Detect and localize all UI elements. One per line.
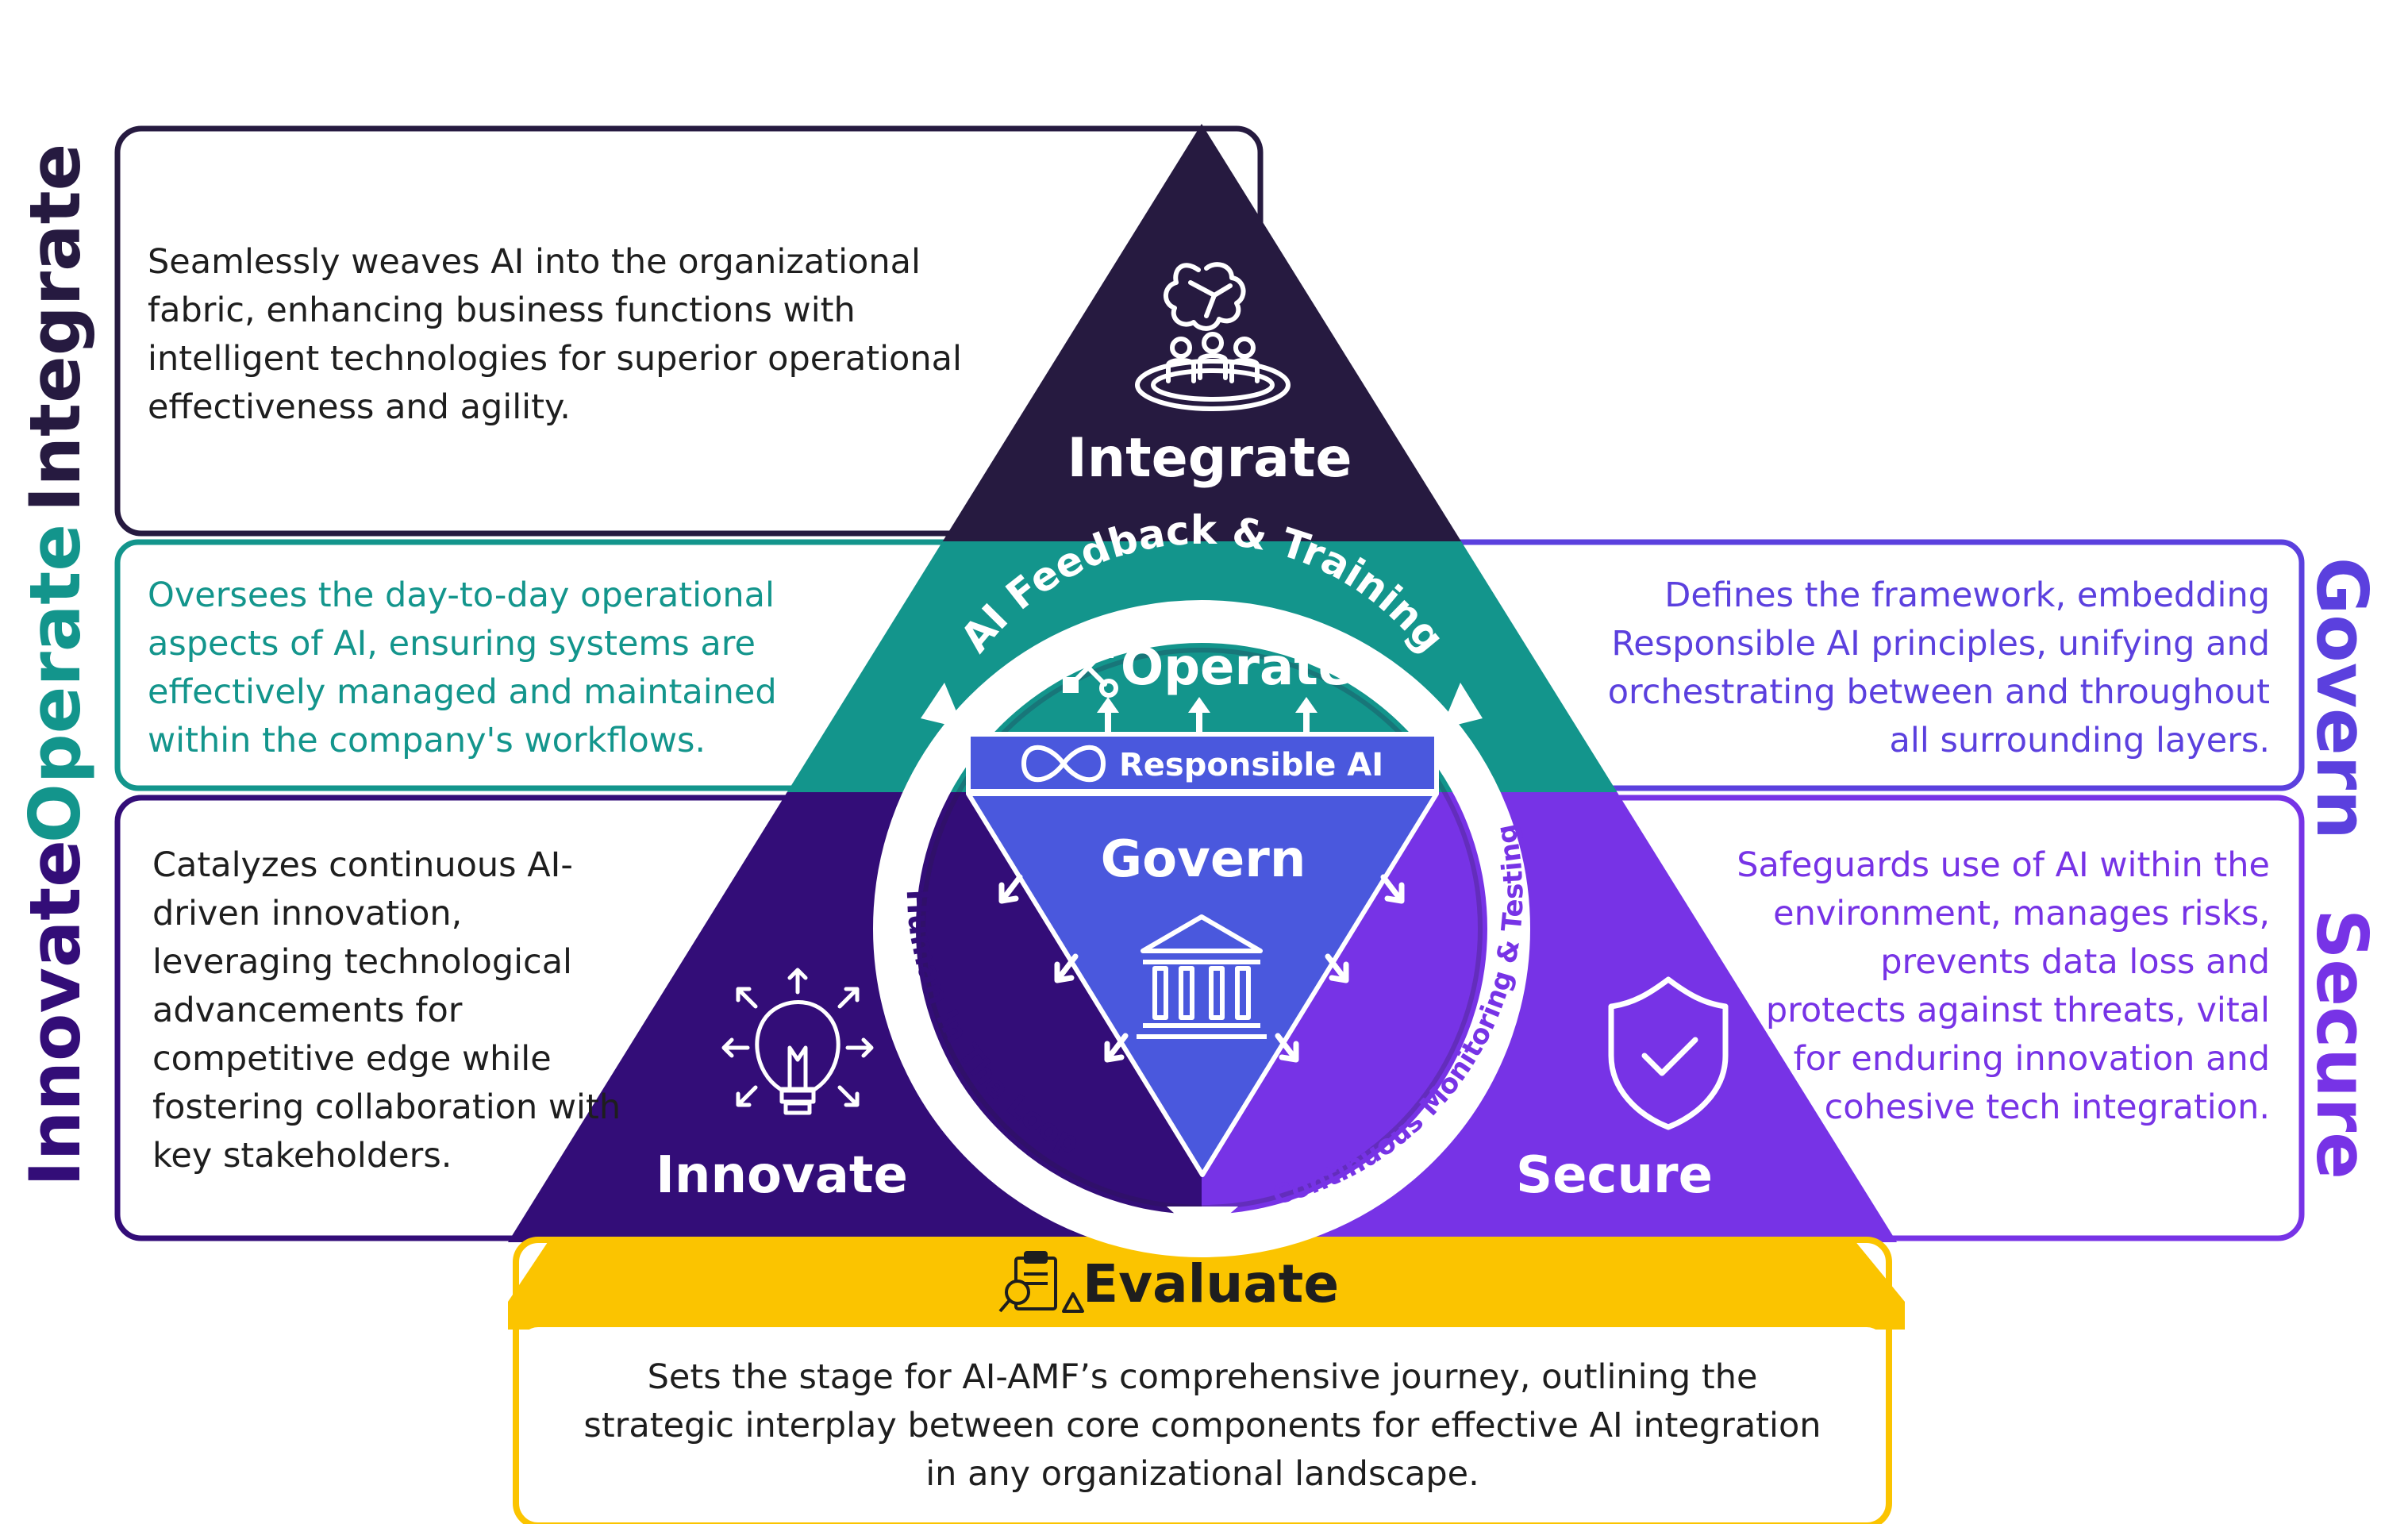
- brain-team-icon: [1135, 262, 1291, 411]
- up-arrows: [1097, 697, 1317, 734]
- govern-triangle: [966, 791, 1439, 1177]
- tools-icon: [1058, 637, 1118, 698]
- operate-title: Operate: [1121, 638, 1352, 697]
- courthouse-icon: [1137, 914, 1267, 1039]
- responsible-ai-label: Responsible AI: [1119, 747, 1383, 783]
- integrate-title: Integrate: [1067, 427, 1352, 490]
- evaluate-header-band: [508, 1240, 1905, 1330]
- side-label-innovate: Innovate: [14, 840, 96, 1187]
- operate-description: Oversees the day-to-day operational aspe…: [148, 575, 777, 760]
- side-label-operate: Operate: [14, 523, 96, 843]
- shield-check-icon: [1608, 976, 1729, 1130]
- side-label-secure: Secure: [2301, 909, 2383, 1180]
- side-label-integrate: Integrate: [14, 143, 96, 513]
- innovate-title: Innovate: [656, 1146, 908, 1205]
- govern-description: Defines the framework, embedding Respons…: [1607, 575, 2270, 760]
- side-label-govern: Govern: [2301, 557, 2383, 840]
- evaluate-title: Evaluate: [1083, 1253, 1339, 1314]
- govern-title: Govern: [1101, 830, 1306, 889]
- evaluation-clipboard-icon: [998, 1251, 1084, 1313]
- integrate-description: Seamlessly weaves AI into the organizati…: [148, 242, 962, 427]
- feedback-arrow-right-tip: [1441, 683, 1483, 729]
- secure-title: Secure: [1516, 1146, 1713, 1205]
- infinity-icon: [1021, 745, 1106, 783]
- innovate-description: Catalyzes continuous AI-driven innovatio…: [152, 845, 621, 1176]
- secure-description: Safeguards use of AI within the environm…: [1737, 845, 2270, 1127]
- evaluate-description: Sets the stage for AI-AMF’s comprehensiv…: [583, 1357, 1821, 1494]
- loop-arrow-bottom-tip: [1167, 1206, 1238, 1238]
- feedback-arrow-left-tip: [921, 683, 964, 729]
- lightbulb-icon: [721, 968, 874, 1115]
- radiating-arrows: [998, 874, 1405, 1063]
- responsible-ai-bar: [966, 732, 1439, 794]
- evaluate-body: [521, 1327, 1884, 1519]
